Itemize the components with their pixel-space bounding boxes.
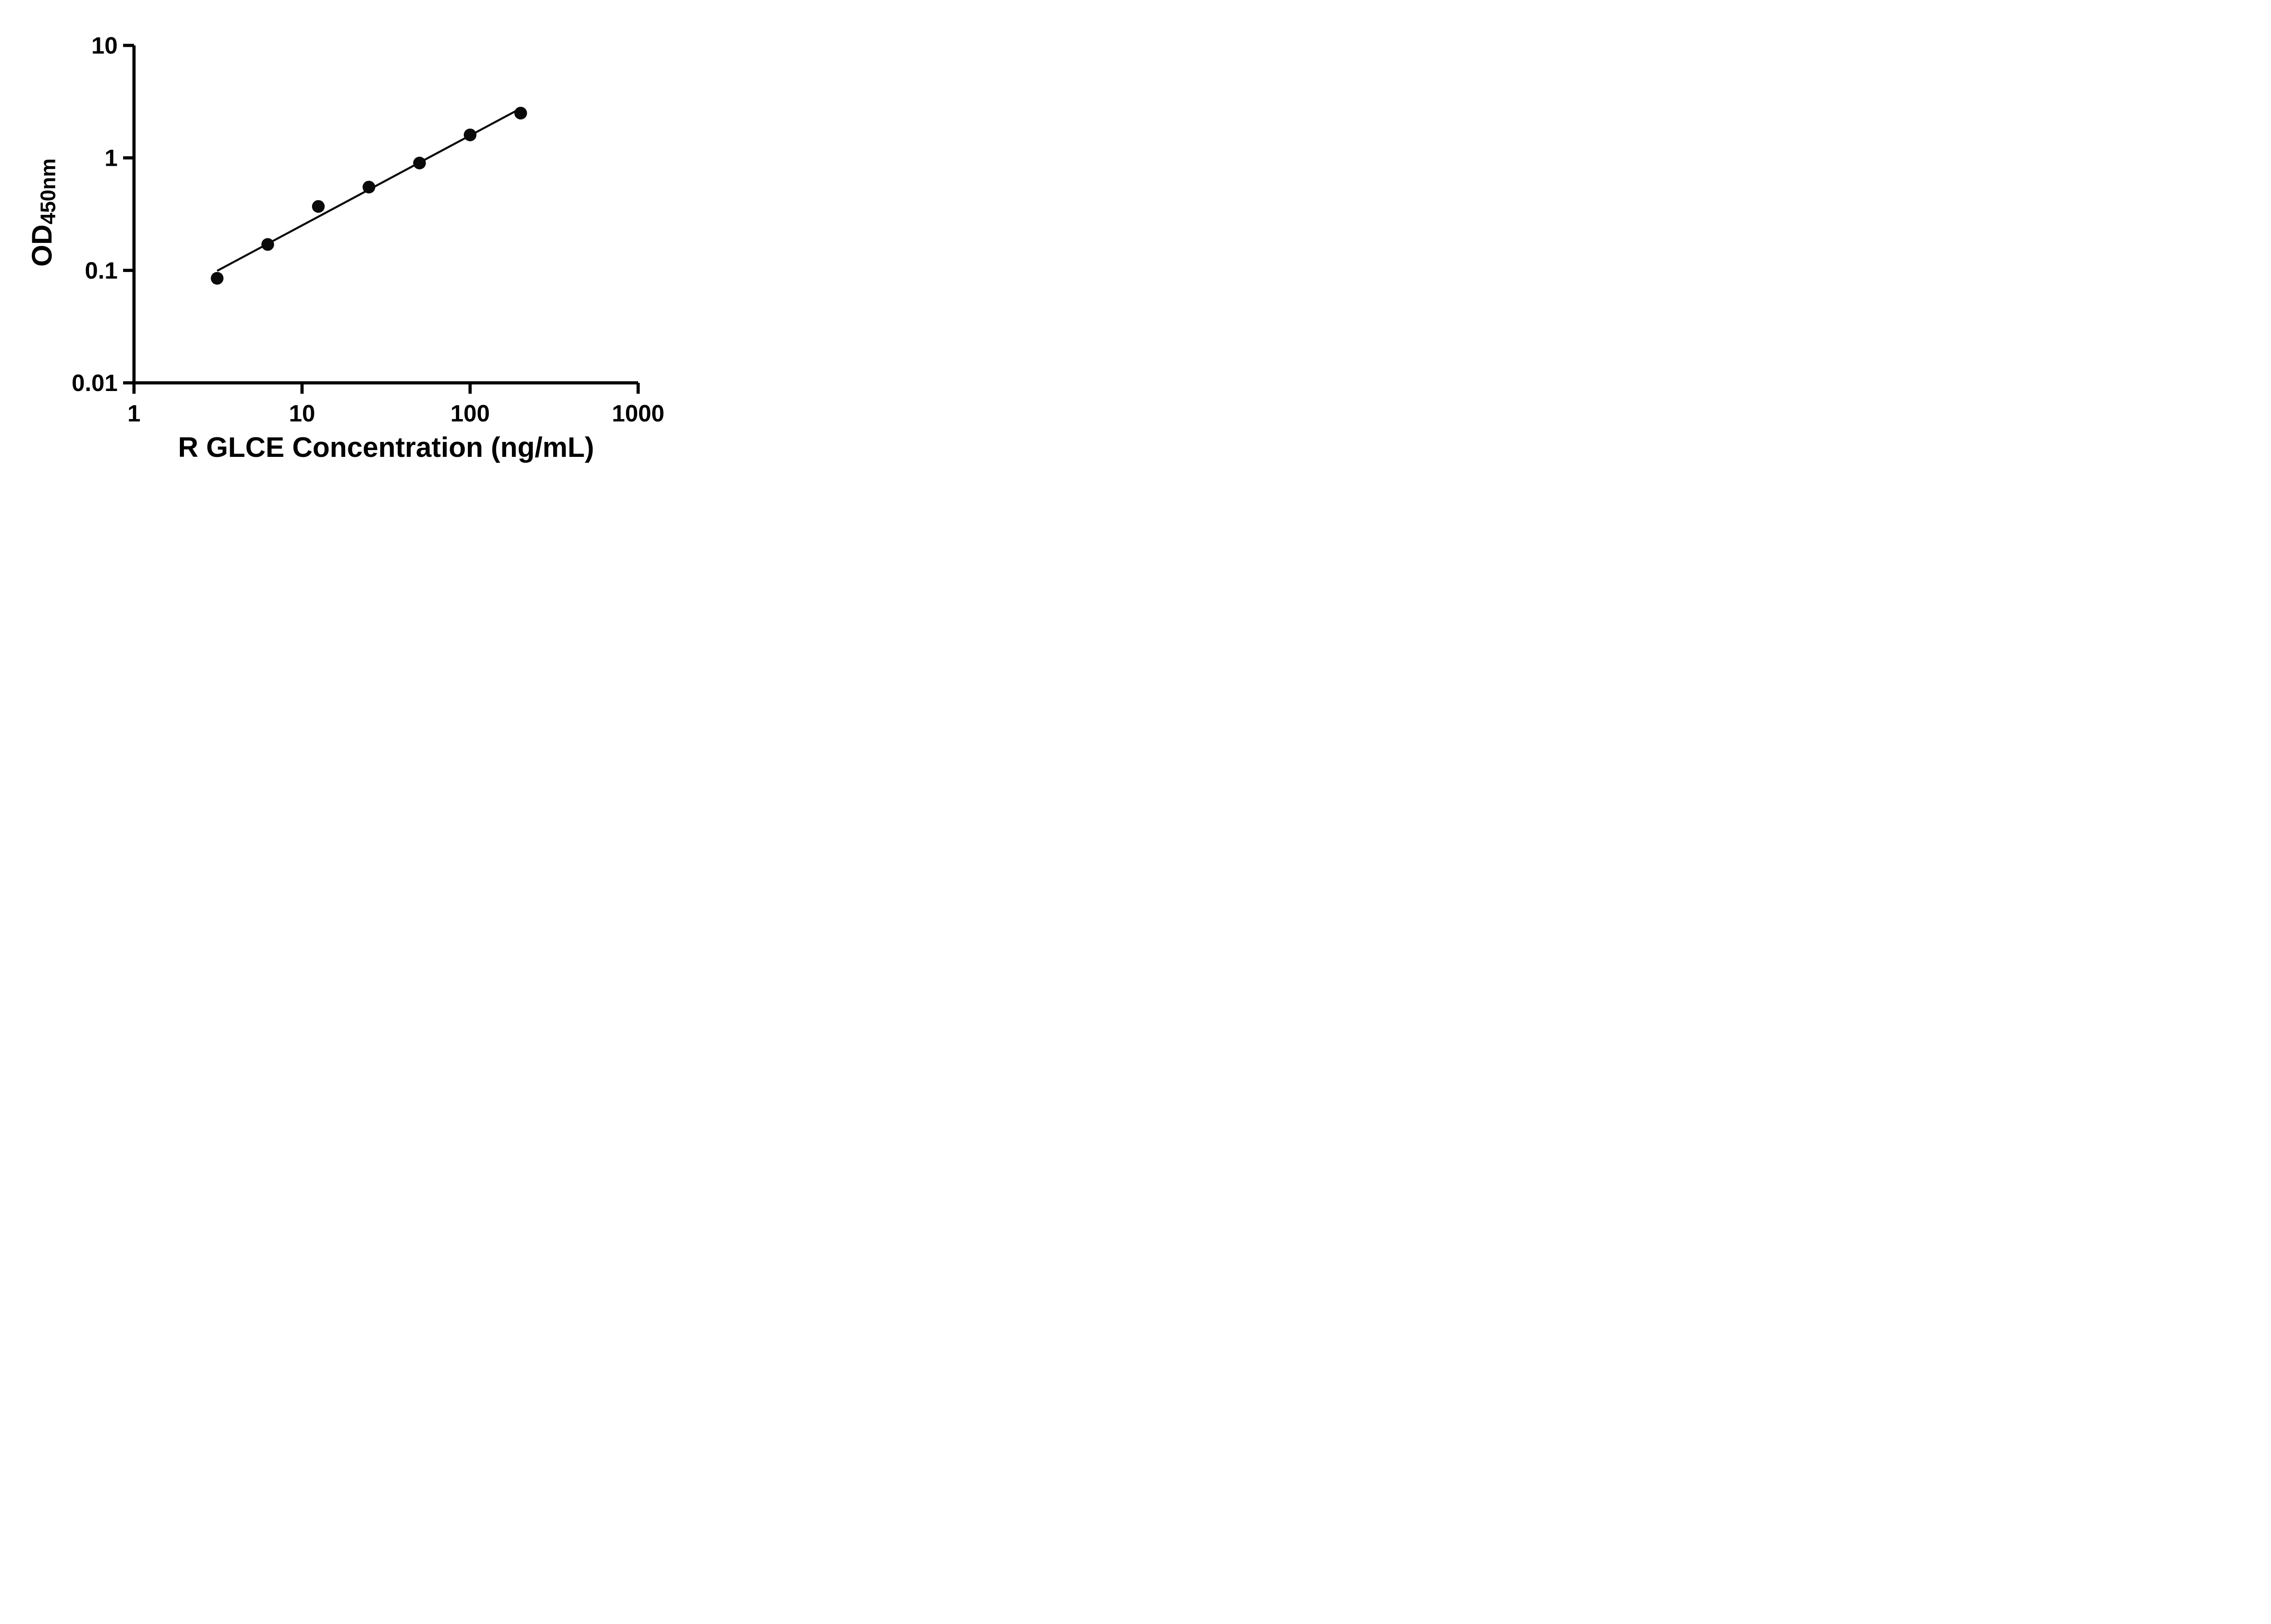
- data-point: [312, 200, 325, 213]
- axes: [132, 45, 638, 385]
- y-tick-label: 1: [104, 145, 118, 172]
- data-point: [413, 156, 426, 169]
- data-point: [514, 107, 527, 120]
- standard-curve-chart: 1 10 100 1000 0.01 0.1 1 10: [72, 33, 664, 427]
- data-point: [362, 180, 376, 193]
- x-axis-title: R GLCE Concentration (ng/mL): [178, 432, 595, 463]
- standard-curve-figure: 1 10 100 1000 0.01 0.1 1 10 R GLCE Concentratio…: [0, 0, 704, 492]
- y-tick-label: 0.01: [72, 370, 118, 396]
- data-point: [464, 129, 476, 142]
- x-tick-label: 100: [451, 401, 490, 427]
- y-axis-title-subscript: 450nm: [36, 158, 60, 225]
- data-point: [211, 272, 224, 285]
- y-tick-label: 10: [91, 33, 118, 59]
- x-tick-label: 1: [128, 401, 141, 427]
- data-point: [261, 238, 274, 251]
- y-axis-title: OD450nm: [26, 158, 60, 267]
- y-tick-label: 0.1: [85, 257, 118, 284]
- y-axis-title-main: OD: [26, 224, 58, 267]
- x-tick-label: 1000: [612, 401, 664, 427]
- x-tick-label: 10: [289, 401, 315, 427]
